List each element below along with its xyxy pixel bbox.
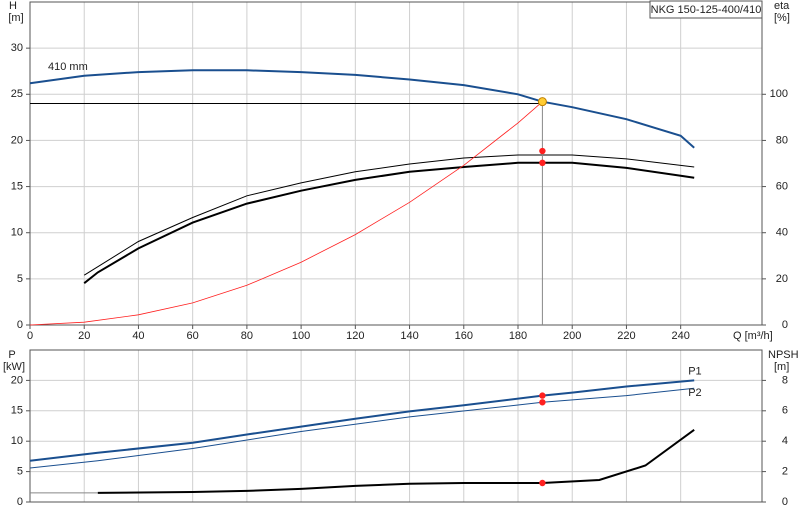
y2-axis-label: NPSH (768, 349, 799, 361)
x-tick-label: 220 (617, 330, 635, 342)
y2-tick-label: 2 (782, 466, 788, 478)
operating-point (539, 147, 546, 155)
x-tick-label: 80 (241, 330, 253, 342)
operating-point (539, 392, 546, 399)
y2-tick-label: 4 (782, 435, 788, 447)
x-tick-label: 20 (78, 330, 90, 342)
plot-frame (29, 1, 763, 326)
curve (29, 69, 695, 149)
curve (97, 428, 695, 494)
x-tick-label: 0 (27, 330, 33, 342)
curve-label: P2 (688, 387, 701, 399)
curve (29, 379, 695, 462)
y2-tick-label: 20 (776, 273, 788, 285)
y2-tick-label: 60 (776, 180, 788, 192)
y-tick-label: 10 (11, 227, 23, 239)
y2-tick-label: 100 (770, 88, 788, 100)
y2-tick-label: 8 (782, 374, 788, 386)
y-tick-label: 25 (11, 88, 23, 100)
y2-tick-label: 40 (776, 227, 788, 239)
y-axis-label: H (9, 0, 17, 12)
y-tick-label: 15 (11, 180, 23, 192)
operating-point (539, 159, 546, 167)
y-tick-label: 0 (17, 496, 23, 508)
chart-title: NKG 150-125-400/410 (651, 4, 762, 16)
y-axis-unit: [m] (8, 12, 23, 24)
x-tick-label: 140 (400, 330, 418, 342)
curve-annotation: 410 mm (48, 61, 88, 73)
y2-axis-unit: [%] (774, 12, 790, 24)
operating-point (537, 97, 547, 107)
curve (29, 387, 695, 469)
plot-frame (29, 349, 763, 503)
y-axis-unit: [kW] (3, 361, 25, 373)
x-tick-label: 60 (187, 330, 199, 342)
x-tick-label: 240 (671, 330, 689, 342)
y-tick-label: 5 (17, 466, 23, 478)
operating-point (539, 479, 546, 487)
x-tick-label: 180 (509, 330, 527, 342)
y2-tick-label: 80 (776, 134, 788, 146)
y2-axis-label: eta (774, 0, 790, 12)
y2-tick-label: 0 (782, 496, 788, 508)
y-tick-label: 0 (17, 319, 23, 331)
y-tick-label: 30 (11, 42, 23, 54)
y-tick-label: 5 (17, 273, 23, 285)
y-axis-label: P (8, 349, 15, 361)
curve (83, 154, 695, 276)
curve (29, 101, 543, 326)
x-axis-label: Q [m³/h] (733, 330, 773, 342)
operating-point (539, 399, 546, 406)
y-tick-label: 10 (11, 435, 23, 447)
y-tick-label: 20 (11, 374, 23, 386)
y2-axis-unit: [m] (774, 361, 789, 373)
curve (83, 161, 695, 284)
x-tick-label: 200 (563, 330, 581, 342)
curve-label: P1 (688, 365, 701, 377)
y2-tick-label: 0 (782, 319, 788, 331)
x-tick-label: 100 (292, 330, 310, 342)
x-tick-label: 120 (346, 330, 364, 342)
title-box (649, 0, 763, 19)
y-tick-label: 15 (11, 405, 23, 417)
y-tick-label: 20 (11, 134, 23, 146)
x-tick-label: 40 (132, 330, 144, 342)
x-tick-label: 160 (455, 330, 473, 342)
y2-tick-label: 6 (782, 405, 788, 417)
